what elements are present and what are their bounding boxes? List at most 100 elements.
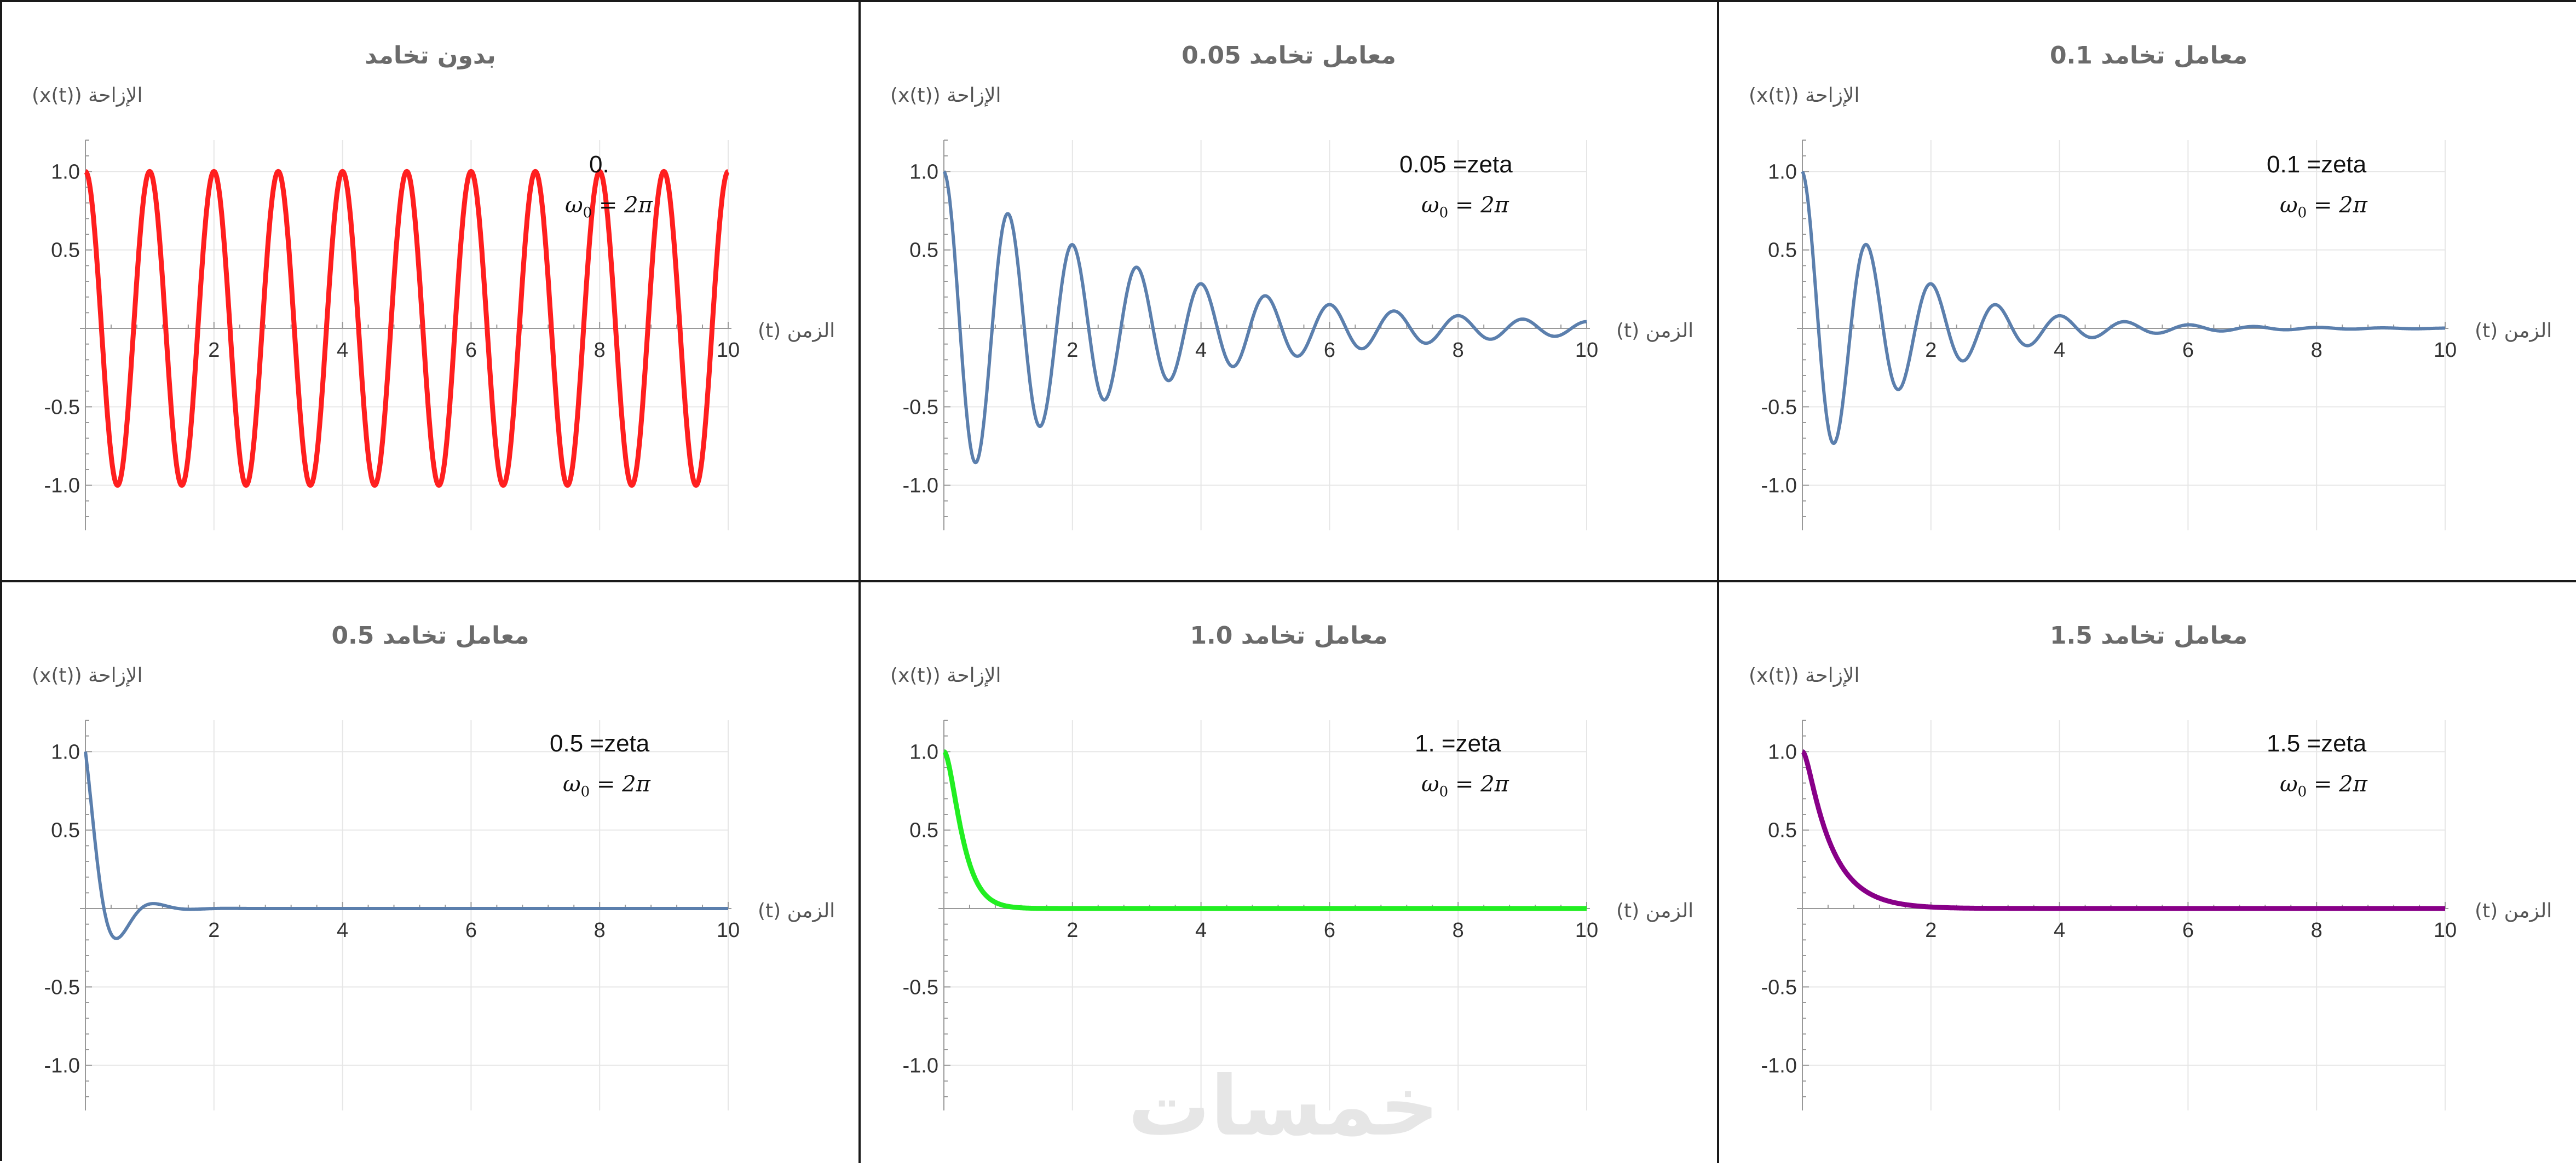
x-tick-label: 4	[337, 919, 348, 942]
x-tick-label: 6	[1324, 339, 1335, 362]
zeta-annotation: 0.5 =zeta	[550, 730, 650, 757]
chart-title: معامل تخامد 1.5	[2049, 622, 2248, 650]
y-axis-label: الإزاحة (x(t))	[32, 84, 143, 107]
x-axis-label: الزمن (t)	[1616, 320, 1694, 342]
x-tick-label: 8	[1453, 339, 1464, 362]
x-tick-label: 6	[465, 339, 477, 362]
y-tick-label: 1.0	[51, 740, 80, 763]
x-tick-label: 10	[2434, 339, 2457, 362]
y-tick-label: -0.5	[44, 976, 80, 999]
chart-panel-1: بدون تخامد الإزاحة (x(t)) الزمن (t) 2 4 6 8…	[2, 2, 861, 582]
zeta-annotation: 1.5 =zeta	[2267, 730, 2367, 757]
plot-area: 2 4 6 8 10 -1.0 -0.5 0.5 1.0	[903, 720, 1598, 1110]
y-tick-label: -0.5	[44, 396, 80, 419]
x-tick-label: 2	[1925, 339, 1937, 362]
watermark-logo: خمسات	[1128, 1059, 1439, 1154]
x-tick-label: 2	[208, 919, 220, 942]
x-tick-label: 6	[465, 919, 477, 942]
y-tick-label: -0.5	[1761, 976, 1797, 999]
x-tick-label: 8	[2311, 339, 2323, 362]
series-line	[1801, 170, 2447, 445]
plot-area: 2 4 6 8 10 -1.0 -0.5 0.5 1.0	[1761, 140, 2457, 530]
x-tick-label: 4	[1195, 339, 1207, 362]
x-tick-label: 8	[594, 339, 606, 362]
y-tick-label: 1.0	[909, 160, 938, 183]
x-tick-label: 10	[1575, 339, 1598, 362]
x-tick-label: 10	[717, 919, 740, 942]
chart-panel-3: معامل تخامد 0.1 الإزاحة (x(t)) الزمن (t)…	[1719, 2, 2576, 582]
y-tick-label: 1.0	[51, 160, 80, 183]
chart-panel-6: معامل تخامد 1.5 الإزاحة (x(t)) الزمن (t)…	[1719, 582, 2576, 1163]
plot-area: 2 4 6 8 10 -1.0 -0.5 0.5 1.0	[44, 720, 740, 1110]
chart-title: معامل تخامد 0.1	[2049, 42, 2248, 70]
chart-panel-2: معامل تخامد 0.05 الإزاحة (x(t)) الزمن (t…	[861, 2, 1719, 582]
y-tick-label: -0.5	[903, 976, 938, 999]
y-axis-label: الإزاحة (x(t))	[1749, 664, 1860, 687]
chart-title: معامل تخامد 1.0	[1190, 622, 1388, 650]
x-axis-label: الزمن (t)	[2475, 900, 2552, 922]
y-tick-label: 0.5	[1768, 239, 1797, 262]
x-axis-label: الزمن (t)	[758, 320, 835, 342]
y-tick-label: 0.5	[51, 239, 80, 262]
x-tick-label: 6	[1324, 919, 1335, 942]
y-tick-label: 1.0	[1768, 160, 1797, 183]
x-axis-label: الزمن (t)	[2475, 320, 2552, 342]
omega-annotation: ω0 = 2π	[563, 772, 650, 800]
y-tick-label: -1.0	[1761, 475, 1797, 497]
y-tick-label: -0.5	[1761, 396, 1797, 419]
y-tick-label: 0.5	[909, 819, 938, 842]
x-tick-label: 10	[717, 339, 740, 362]
y-axis-label: الإزاحة (x(t))	[32, 664, 143, 687]
series-line	[942, 749, 1589, 911]
omega-annotation: ω0 = 2π	[1421, 193, 1509, 221]
series-line	[84, 751, 730, 940]
x-tick-label: 6	[2182, 339, 2194, 362]
zeta-annotation: 0.	[589, 151, 609, 178]
x-tick-label: 8	[2311, 919, 2323, 942]
x-tick-label: 8	[594, 919, 606, 942]
x-tick-label: 8	[1453, 919, 1464, 942]
chart-title: معامل تخامد 0.5	[331, 622, 529, 650]
x-tick-label: 6	[2182, 919, 2194, 942]
y-axis-label: الإزاحة (x(t))	[890, 84, 1001, 107]
plot-area: 2 4 6 8 10 -1.0 -0.5 0.5 1.0	[903, 140, 1598, 530]
omega-annotation: ω0 = 2π	[565, 193, 653, 221]
x-axis-label: الزمن (t)	[758, 900, 835, 922]
series-line	[942, 170, 1588, 465]
chart-panel-5: معامل تخامد 1.0 الإزاحة (x(t)) الزمن (t)…	[861, 582, 1719, 1163]
omega-annotation: ω0 = 2π	[1421, 772, 1509, 800]
x-tick-label: 2	[1067, 339, 1078, 362]
y-tick-label: -1.0	[44, 1055, 80, 1078]
x-tick-label: 4	[337, 339, 348, 362]
omega-annotation: ω0 = 2π	[2280, 193, 2367, 221]
y-axis-label: الإزاحة (x(t))	[1749, 84, 1860, 107]
y-tick-label: -0.5	[903, 396, 938, 419]
x-tick-label: 2	[1067, 919, 1078, 942]
y-tick-label: 0.5	[909, 239, 938, 262]
series-line	[1800, 749, 2447, 911]
y-tick-label: 0.5	[51, 819, 80, 842]
x-tick-label: 4	[1195, 919, 1207, 942]
plot-area: 2 4 6 8 10 -1.0 -0.5 0.5 1.0	[1761, 720, 2457, 1110]
x-tick-label: 4	[2054, 919, 2065, 942]
y-tick-label: 0.5	[1768, 819, 1797, 842]
zeta-annotation: 0.05 =zeta	[1399, 151, 1513, 178]
zeta-annotation: 1. =zeta	[1415, 730, 1501, 757]
plot-area: 2 4 6 8 10 -1.0 -0.5 0.5 1.0	[44, 140, 740, 530]
series-line	[83, 169, 730, 488]
chart-title: بدون تخامد	[365, 42, 496, 70]
y-tick-label: 1.0	[909, 740, 938, 763]
x-tick-label: 2	[208, 339, 220, 362]
chart-title: معامل تخامد 0.05	[1182, 42, 1396, 70]
y-tick-label: -1.0	[44, 475, 80, 497]
chart-panel-4: معامل تخامد 0.5 الإزاحة (x(t)) الزمن (t)…	[2, 582, 861, 1163]
y-tick-label: -1.0	[903, 475, 938, 497]
y-tick-label: 1.0	[1768, 740, 1797, 763]
x-axis-label: الزمن (t)	[1616, 900, 1694, 922]
omega-annotation: ω0 = 2π	[2280, 772, 2367, 800]
x-tick-label: 2	[1925, 919, 1937, 942]
y-axis-label: الإزاحة (x(t))	[890, 664, 1001, 687]
x-tick-label: 10	[2434, 919, 2457, 942]
y-tick-label: -1.0	[903, 1055, 938, 1078]
